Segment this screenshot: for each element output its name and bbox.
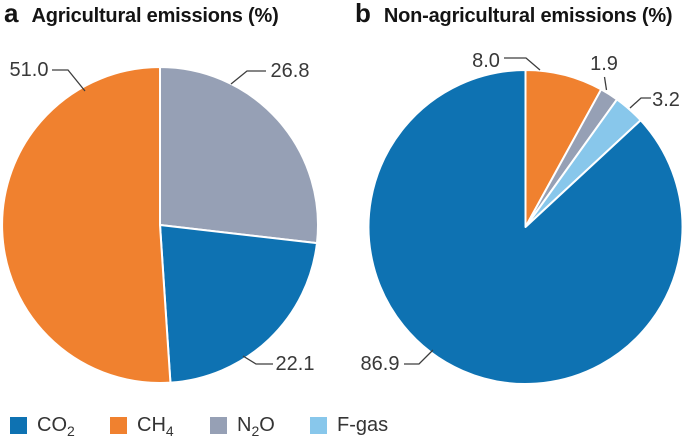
legend-label-co2-sub: 2 xyxy=(67,423,75,439)
leader-b-n2o xyxy=(603,76,608,91)
panel-b-letter: b xyxy=(355,0,371,28)
legend-label-ch4: CH4 xyxy=(137,414,174,438)
pie-b-slice-co2 xyxy=(367,69,684,385)
leader-a-n2o xyxy=(230,70,266,85)
legend-label-fgas-main: F-gas xyxy=(337,414,389,436)
leader-a-ch4 xyxy=(52,69,86,92)
legend-label-n2o-main: N xyxy=(237,414,252,436)
slice-label-a-ch4: 51.0 xyxy=(9,59,49,81)
slice-label-b-co2: 86.9 xyxy=(360,353,400,375)
legend-label-ch4-sub: 4 xyxy=(165,423,174,439)
slice-label-b-fgas: 3.2 xyxy=(652,89,680,111)
panel-a-title-text: Agricultural emissions (%) xyxy=(31,5,279,27)
slice-label-b-n2o: 1.9 xyxy=(590,53,618,75)
legend-label-n2o-sub: 2 xyxy=(251,423,260,439)
legend-item-fgas: F-gas xyxy=(310,409,388,441)
panel-a-letter: a xyxy=(4,0,19,28)
legend-swatch-ch4 xyxy=(110,416,127,434)
legend-label-fgas: F-gas xyxy=(337,415,388,435)
slice-label-b-ch4: 8.0 xyxy=(472,50,500,72)
slice-label-a-n2o: 26.8 xyxy=(270,60,310,82)
legend-label-co2: CO2 xyxy=(37,414,75,438)
pie-a-slice-ch4 xyxy=(1,66,172,384)
leader-b-ch4 xyxy=(504,57,541,71)
pie-a-slice-n2o xyxy=(159,66,319,245)
legend-item-co2: CO2 xyxy=(10,409,75,441)
leader-a-co2 xyxy=(242,355,273,365)
pie-a-slice-co2 xyxy=(159,224,318,384)
legend-swatch-co2 xyxy=(10,416,27,434)
legend-item-ch4: CH4 xyxy=(110,409,174,441)
legend-label-n2o-suffix: O xyxy=(259,414,275,436)
legend-swatch-fgas xyxy=(310,416,327,434)
legend-label-ch4-main: CH xyxy=(137,414,166,436)
legend: CO2 CH4 N2O F-gas xyxy=(0,409,685,441)
legend-label-co2-main: CO xyxy=(37,414,67,436)
legend-swatch-n2o xyxy=(210,416,227,434)
legend-label-n2o: N2O xyxy=(237,414,275,438)
leader-b-co2 xyxy=(404,349,434,365)
panel-b-title-text: Non-agricultural emissions (%) xyxy=(383,5,673,27)
legend-item-n2o: N2O xyxy=(210,409,275,441)
leader-b-fgas xyxy=(629,97,651,109)
slice-label-a-co2: 22.1 xyxy=(275,353,315,375)
panel-b-title: b Non-agricultural emissions (%) xyxy=(355,0,673,29)
panel-a-title: a Agricultural emissions (%) xyxy=(4,0,279,29)
